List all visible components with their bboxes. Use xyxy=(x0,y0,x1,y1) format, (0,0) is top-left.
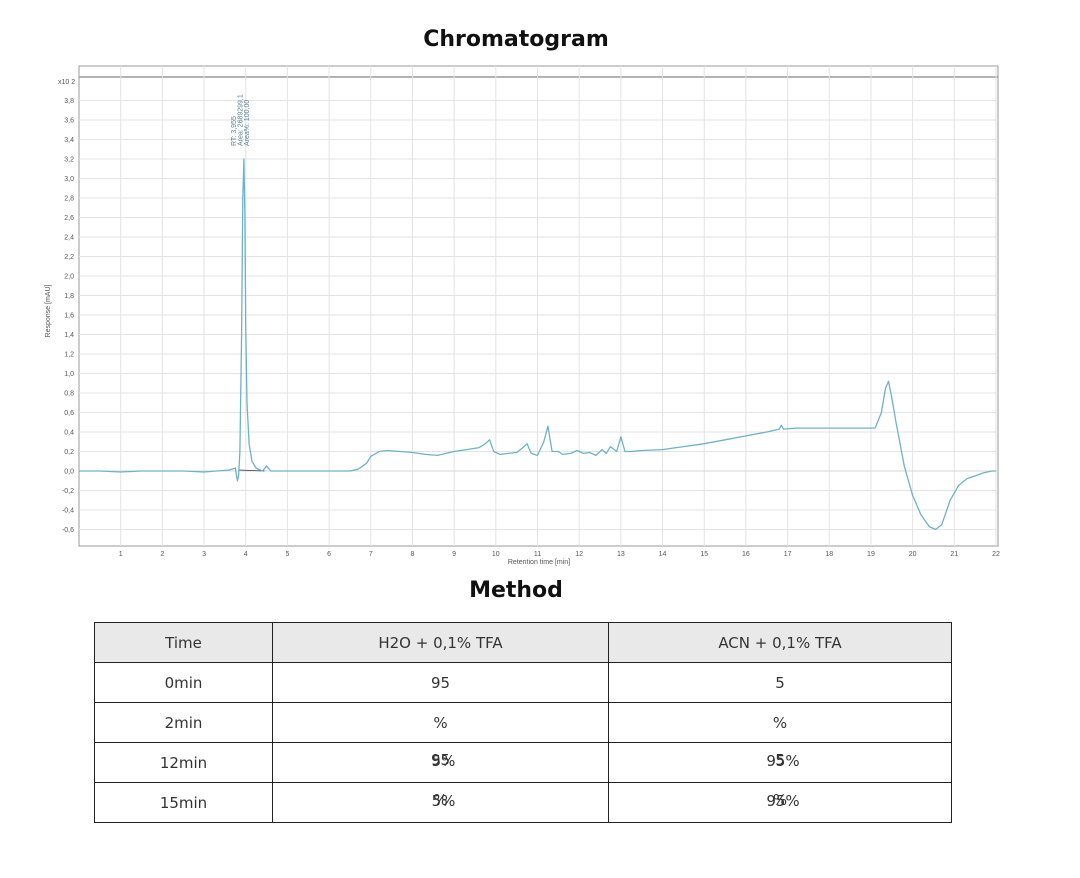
acn-cell: 5 xyxy=(608,662,952,703)
x-axis-label: Retention time [min] xyxy=(508,559,570,566)
y-tick-label: 3,2 xyxy=(64,157,74,164)
table-row: 2min % % xyxy=(94,702,952,743)
acn-value: % xyxy=(772,790,788,809)
x-tick-label: 1 xyxy=(119,551,123,558)
x-tick-label: 8 xyxy=(411,551,415,558)
h2o-cell: % xyxy=(272,702,609,743)
x-tick-label: 20 xyxy=(909,551,917,558)
x-tick-label: 10 xyxy=(492,551,500,558)
h2o-cell: 95 5% xyxy=(272,742,609,783)
time-cell: 2min xyxy=(94,702,273,743)
acn-cell: % 95% xyxy=(608,782,952,823)
y-tick-label: 3,8 xyxy=(64,98,74,105)
y-tick-label: 0,0 xyxy=(64,469,74,476)
y-tick-label: 0,8 xyxy=(64,391,74,398)
x-tick-label: 15 xyxy=(700,551,708,558)
y-tick-label: 0,4 xyxy=(64,430,74,437)
x-tick-label: 2 xyxy=(160,551,164,558)
x-tick-label: 13 xyxy=(617,551,625,558)
time-cell: 15min xyxy=(94,782,273,823)
y-tick-label: 1,8 xyxy=(64,293,74,300)
table-row: 0min 95 5 xyxy=(94,662,952,703)
y-tick-label: 0,2 xyxy=(64,449,74,456)
y-tick-label: 1,6 xyxy=(64,313,74,320)
peak-baseline xyxy=(239,469,265,472)
y-tick-label: -0,6 xyxy=(62,527,74,534)
x-tick-label: 14 xyxy=(659,551,667,558)
x-tick-label: 5 xyxy=(285,551,289,558)
acn-overlay-value: 95% xyxy=(766,751,800,770)
y-tick-label: -0,4 xyxy=(62,508,74,515)
y-tick-label: 3,4 xyxy=(64,137,74,144)
y-tick-label: 2,2 xyxy=(64,254,74,261)
plot-frame xyxy=(78,65,999,547)
table-header-row: Time H2O + 0,1% TFA ACN + 0,1% TFA xyxy=(94,622,952,663)
y-tick-label: 1,4 xyxy=(64,332,74,339)
table-row: 12min 95 5% 5 95% xyxy=(94,742,952,783)
x-tick-label: 18 xyxy=(825,551,833,558)
x-tick-label: 6 xyxy=(327,551,331,558)
time-cell: 0min xyxy=(94,662,273,703)
peak-annotation-label: RT: 3,955 xyxy=(231,116,238,146)
x-tick-label: 4 xyxy=(244,551,248,558)
header-time: Time xyxy=(94,622,273,663)
chromatogram-chart: 3,8 3,6 3,4 3,2 3,0 2,8 2,6 2,4 2,2 2,0 1,8 1,6 1,4 1… xyxy=(45,65,1000,566)
y-tick-label: 2,0 xyxy=(64,274,74,281)
y-axis-label: Response [mAU] xyxy=(45,284,52,337)
y-tick-label: 2,6 xyxy=(64,215,74,222)
peak-annotation-label: Area%: 100,00 xyxy=(244,100,251,146)
overlapping-text: % 5% xyxy=(411,791,471,811)
y-tick-label: 2,8 xyxy=(64,196,74,203)
x-tick-label: 9 xyxy=(452,551,456,558)
chromatogram-trace xyxy=(79,158,996,531)
chart-title: Chromatogram xyxy=(423,27,609,52)
h2o-cell: 95 xyxy=(272,662,609,703)
h2o-cell: % 5% xyxy=(272,782,609,823)
h2o-overlay-value: 5% xyxy=(431,751,456,770)
x-tick-label: 12 xyxy=(575,551,583,558)
header-h2o: H2O + 0,1% TFA xyxy=(272,622,609,663)
acn-cell: % xyxy=(608,702,952,743)
table-row: 15min % 5% % 95% xyxy=(94,782,952,823)
x-tick-label: 11 xyxy=(534,551,541,558)
x-tick-label: 22 xyxy=(992,551,1000,558)
method-title: Method xyxy=(469,578,563,603)
acn-overlay-value: 95% xyxy=(766,791,800,810)
x-tick-label: 21 xyxy=(950,551,958,558)
header-acn: ACN + 0,1% TFA xyxy=(608,622,952,663)
y-tick-label: 1,2 xyxy=(64,352,74,359)
y-tick-label: 0,6 xyxy=(64,410,74,417)
h2o-overlay-value: 5% xyxy=(431,791,456,810)
overlapping-text: 5 95% xyxy=(750,751,810,771)
overlapping-text: 95 5% xyxy=(411,751,471,771)
acn-value: 5 xyxy=(775,750,785,769)
y-tick-label: 1,0 xyxy=(64,371,74,378)
h2o-value: % xyxy=(433,790,448,809)
y-multiplier-label: x10 2 xyxy=(58,79,75,86)
y-tick-label: 2,4 xyxy=(64,235,74,242)
acn-cell: 5 95% xyxy=(608,742,952,783)
overlapping-text: % 95% xyxy=(750,791,810,811)
x-tick-label: 3 xyxy=(202,551,206,558)
method-table: Time H2O + 0,1% TFA ACN + 0,1% TFA 0min … xyxy=(94,622,952,823)
time-cell: 12min xyxy=(94,742,273,783)
x-tick-label: 7 xyxy=(369,551,373,558)
x-tick-label: 17 xyxy=(784,551,792,558)
x-tick-label: 16 xyxy=(742,551,750,558)
h2o-value: 95 xyxy=(430,750,451,769)
peak-annotation-label: Area: 2689299,1 xyxy=(238,94,245,146)
y-tick-label: 3,0 xyxy=(64,176,74,183)
y-tick-label: 3,6 xyxy=(64,118,74,125)
x-tick-label: 19 xyxy=(867,551,875,558)
y-tick-label: -0,2 xyxy=(62,488,74,495)
